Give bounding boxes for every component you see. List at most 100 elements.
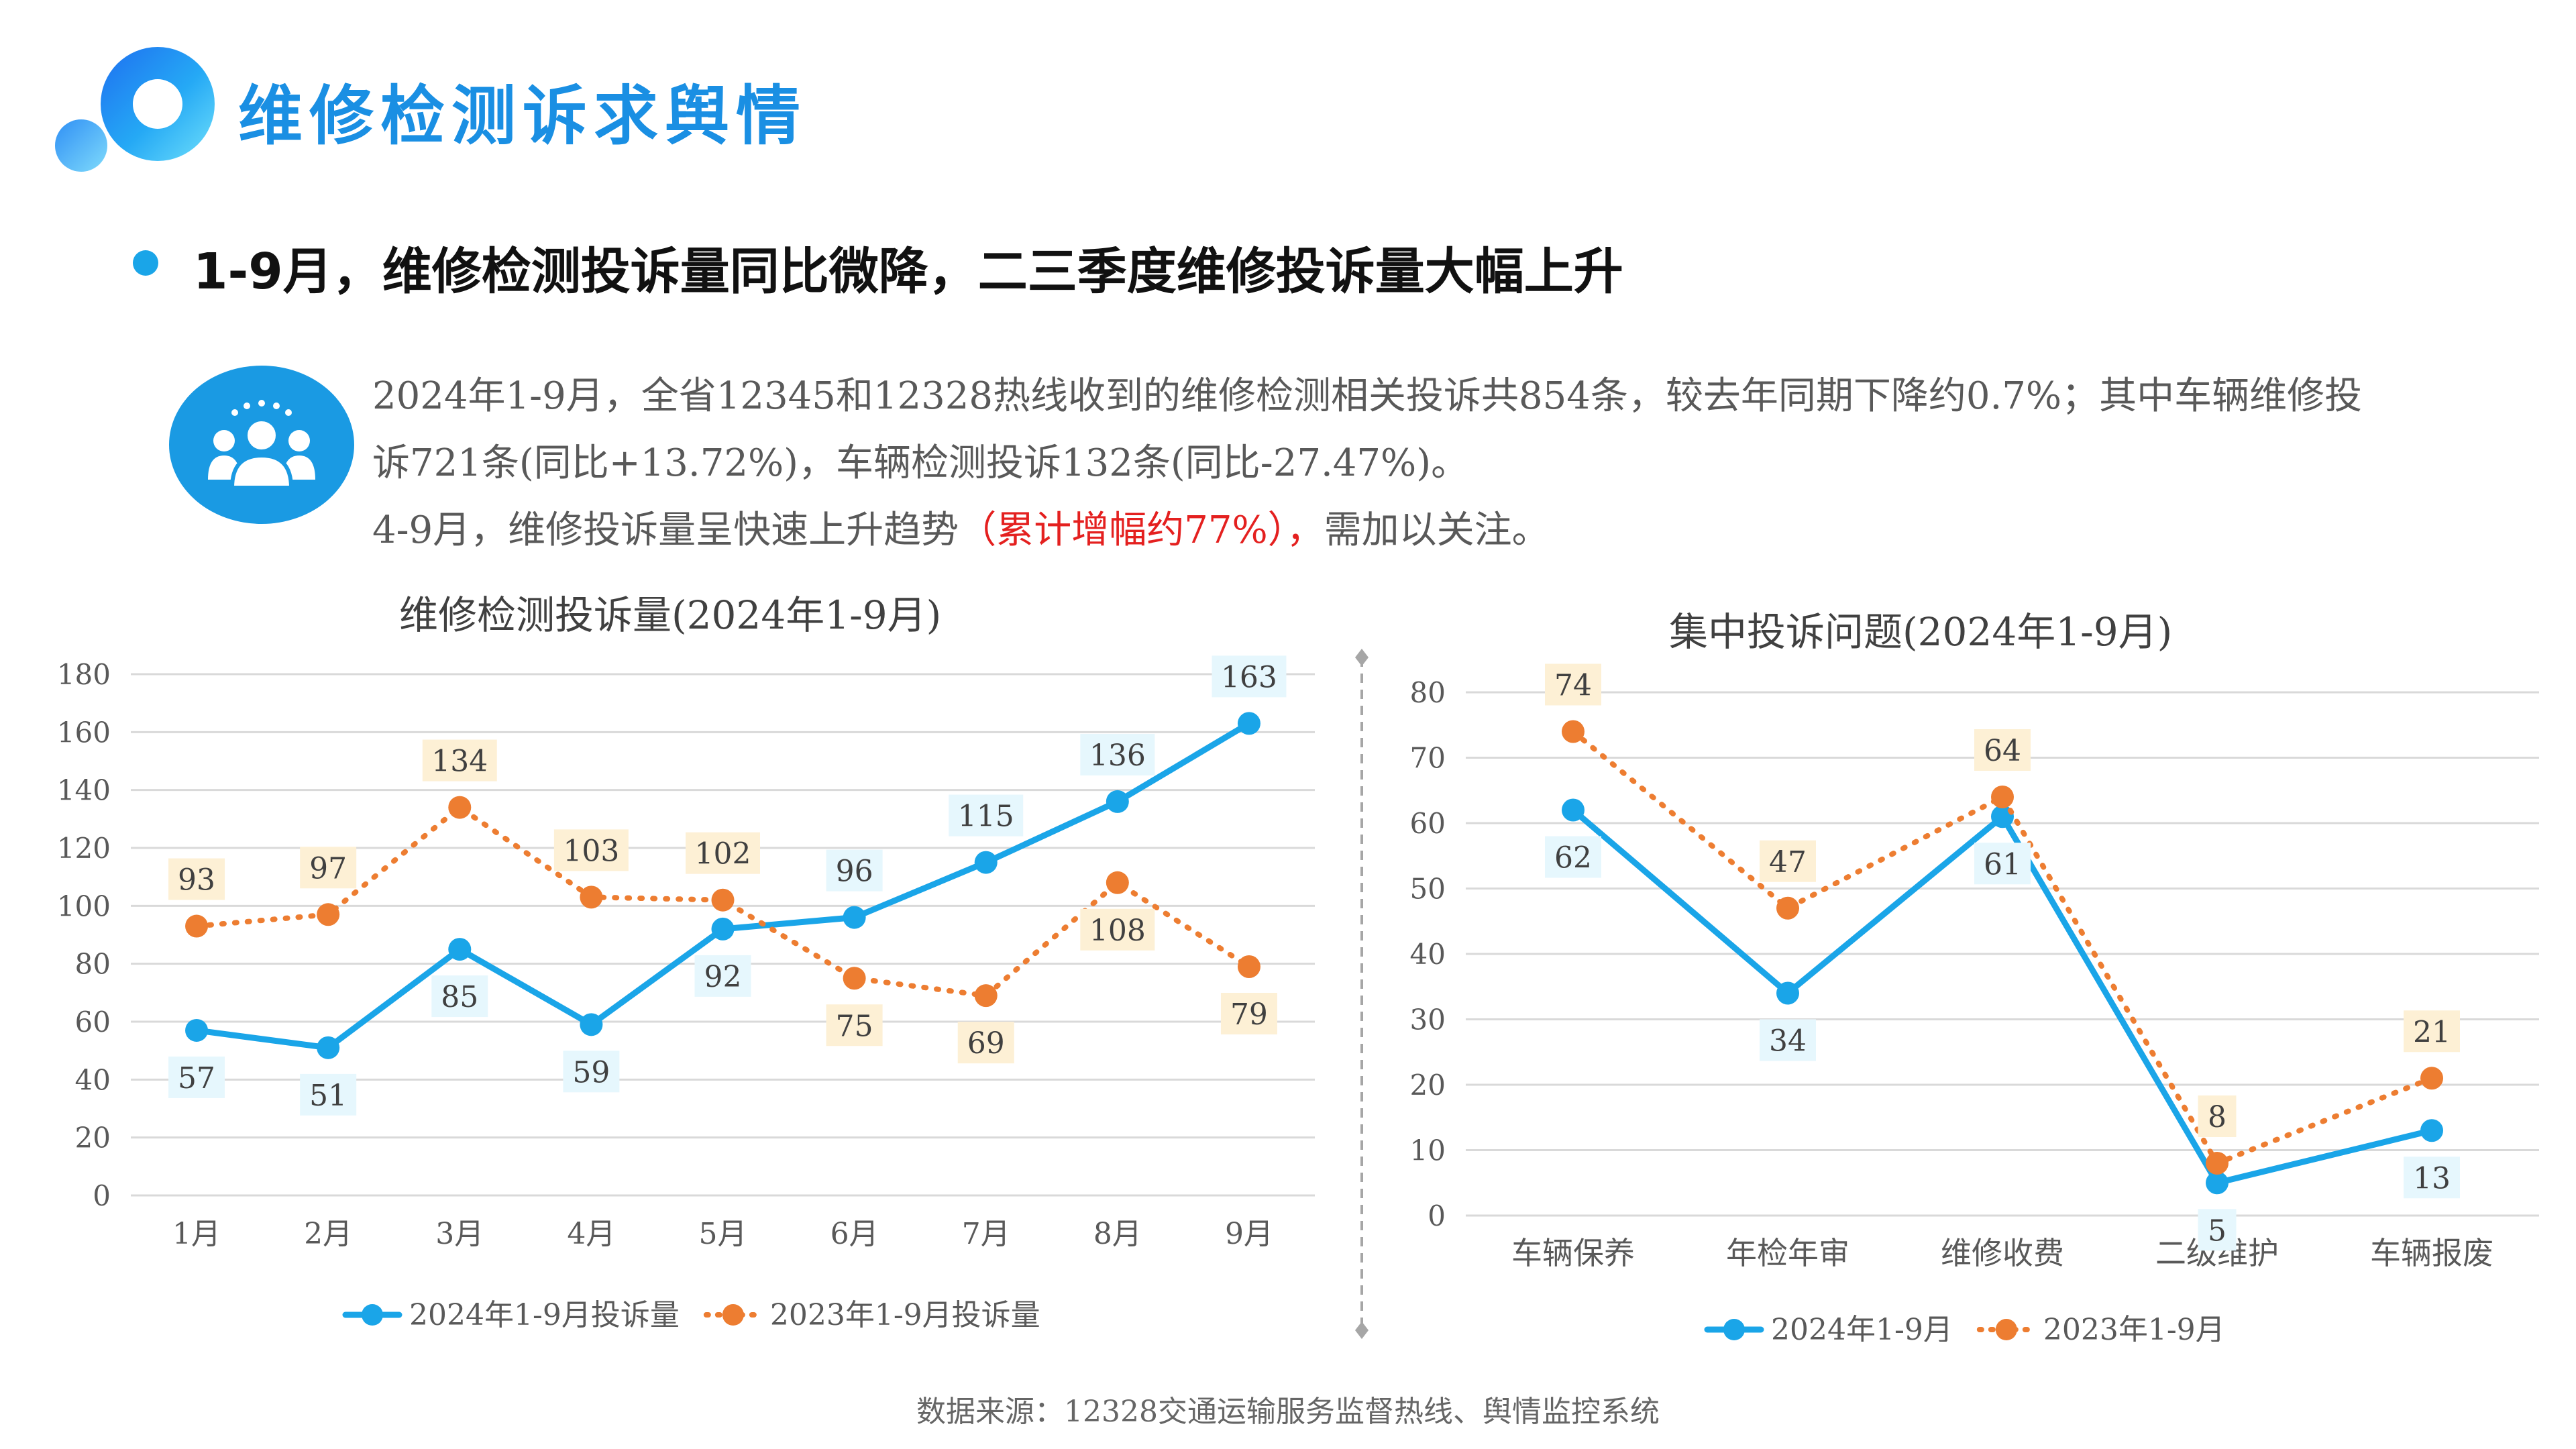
chart2-series-1-point: [2206, 1152, 2229, 1175]
chart1-series-1-label-bg: [300, 847, 357, 889]
chart1-series-0-label: 163: [1221, 660, 1277, 694]
chart2-y-tick: 20: [1410, 1069, 1446, 1102]
chart2-x-tick: 车辆保养: [1511, 1235, 1635, 1271]
chart1-series-0-label: 85: [441, 980, 478, 1014]
chart2-title: 集中投诉问题(2024年1-9月): [1669, 609, 2173, 655]
chart1-x-tick: 7月: [962, 1217, 1010, 1251]
chart1-series-1-label: 102: [695, 837, 751, 871]
chart1-series-0-point: [448, 938, 472, 961]
chart1-series-1-label: 97: [309, 851, 347, 885]
chart1-y-tick: 80: [75, 948, 111, 981]
chart1-series-0-point: [843, 906, 866, 929]
chart1-legend-marker-0: [362, 1304, 383, 1326]
chart2-series-1-label-bg: [2198, 1095, 2237, 1137]
summary-line-2: 诉721条(同比+13.72%)，车辆检测投诉132条(同比-27.47%)。: [372, 441, 1469, 485]
chart1-series-1-point: [580, 885, 603, 909]
chart1-series-1-point: [185, 914, 209, 938]
chart1-y-tick: 60: [75, 1006, 111, 1038]
chart1: 0 20 40 60 80 100 120 140 160 180 1月 2月 3月 4月 5月 6月 7月 8月…: [57, 655, 1315, 1332]
chart1-series-1-line: [194, 804, 1252, 999]
chart1-y-tick: 0: [93, 1179, 111, 1212]
summary-line-3: 4-9月，维修投诉量呈快速上升趋势（累计增幅约77%），需加以关注。: [372, 500, 1550, 554]
chart1-series-0-label-bg: [300, 1073, 357, 1116]
chart1-series-1-point: [1106, 871, 1129, 894]
chart2-series-1-label: 21: [2413, 1015, 2451, 1049]
chart1-x-tick: 2月: [304, 1217, 352, 1251]
chart1-series-1-point: [1237, 955, 1260, 978]
chart1-series-0-label: 115: [958, 800, 1014, 834]
chart1-x-tick: 1月: [172, 1217, 221, 1251]
chart2-series-0-point: [2206, 1171, 2229, 1195]
chart2-series-0-label-bg: [2404, 1157, 2460, 1199]
chart1-series-1-label-bg: [1080, 908, 1155, 951]
chart1-series-1-label: 108: [1089, 914, 1146, 948]
chart1-x-tick: 4月: [567, 1217, 615, 1251]
chart1-series-1-point: [317, 903, 340, 926]
chart2-y-tick: 60: [1410, 807, 1446, 840]
chart2-series-1-line: [1570, 729, 2434, 1166]
chart-divider: [1355, 649, 1368, 1339]
chart1-y-tick: 140: [57, 774, 111, 807]
chart1-series-0-label: 136: [1089, 739, 1146, 773]
chart1-x-tick: 3月: [435, 1217, 484, 1251]
data-source: 数据来源：12328交通运输服务监督热线、舆情监控系统: [916, 1395, 1660, 1429]
page-title: 维修检测诉求舆情: [238, 78, 807, 154]
chart1-series-0-label: 96: [836, 855, 873, 889]
chart1-series-0-point: [317, 1036, 340, 1059]
chart1-series-1-label-bg: [957, 1022, 1014, 1064]
chart2-x-tick: 年检年审: [1726, 1235, 1849, 1271]
chart2-series-1-label-bg: [2404, 1010, 2460, 1053]
chart2-series-0-point: [1776, 981, 1799, 1005]
chart1-series-0-label: 57: [178, 1061, 215, 1095]
chart2-series-0-label-bg: [1545, 836, 1601, 878]
chart2-y-tick: 0: [1428, 1199, 1446, 1232]
chart1-series-1-label-bg: [686, 832, 760, 874]
chart1-series-1-point: [711, 888, 735, 912]
ring-logo-icon: [101, 47, 215, 161]
chart1-series-0-label-bg: [694, 955, 751, 997]
chart2-y-tick: 50: [1410, 873, 1446, 906]
chart2-series-1-label-bg: [1974, 729, 2031, 771]
chart1-y-tick: 100: [57, 890, 111, 922]
chart2-series-0-point: [2420, 1119, 2443, 1142]
chart1-series-0-label-bg: [1080, 733, 1155, 775]
summary-highlight: （累计增幅约77%），: [959, 508, 1324, 552]
chart2-y-tick: 40: [1410, 938, 1446, 971]
chart1-series-1-label: 79: [1230, 998, 1268, 1032]
chart1-title: 维修检测投诉量(2024年1-9月): [399, 592, 942, 638]
chart1-series-0-label-bg: [949, 794, 1024, 837]
chart2-legend-marker-1: [1995, 1319, 2017, 1340]
chart2-y-tick: 10: [1410, 1134, 1446, 1167]
chart2-series-1-point: [1776, 896, 1799, 920]
summary-line-1: 2024年1-9月，全省12345和12328热线收到的维修检测相关投诉共854…: [372, 374, 2363, 418]
chart2-series-1-point: [1562, 720, 1585, 743]
chart2-series-1-label: 64: [1984, 734, 2021, 768]
chart1-x-tick: 9月: [1225, 1217, 1273, 1251]
chart1-series-1-label: 103: [563, 834, 619, 868]
chart1-x-tick: 5月: [699, 1217, 747, 1251]
chart2-series-1-label: 47: [1769, 845, 1807, 879]
chart2-series-0-label: 5: [2208, 1214, 2226, 1248]
chart2-series-0-label-bg: [2198, 1209, 2237, 1251]
chart2-y-tick: 70: [1410, 742, 1446, 775]
chart2-legend-marker-0: [1723, 1319, 1745, 1340]
chart1-series-0-label-bg: [826, 849, 883, 892]
chart1-x-tick: 6月: [830, 1217, 879, 1251]
logo-small-circle: [55, 119, 107, 172]
chart1-series-0-label: 51: [309, 1079, 347, 1113]
chart1-y-tick: 40: [75, 1063, 111, 1096]
chart1-series-0-point: [580, 1013, 603, 1036]
chart1-series-0-label: 59: [572, 1055, 610, 1089]
chart2-series-1-point: [2420, 1067, 2443, 1090]
chart1-series-0-label-bg: [1212, 655, 1287, 698]
chart1-series-1-label: 93: [178, 863, 215, 898]
chart2-series-1-label-bg: [1545, 663, 1601, 706]
chart1-series-0-label-bg: [168, 1056, 225, 1098]
chart1-series-1-label-bg: [168, 858, 225, 900]
chart2-series-0-label: 34: [1769, 1024, 1807, 1059]
chart2-y-tick: 80: [1410, 676, 1446, 709]
chart2-y-tick: 30: [1410, 1004, 1446, 1036]
bullet-dot-icon: [133, 250, 158, 276]
headline: 1-9月，维修检测投诉量同比微降，二三季度维修投诉量大幅上升: [193, 243, 1623, 301]
